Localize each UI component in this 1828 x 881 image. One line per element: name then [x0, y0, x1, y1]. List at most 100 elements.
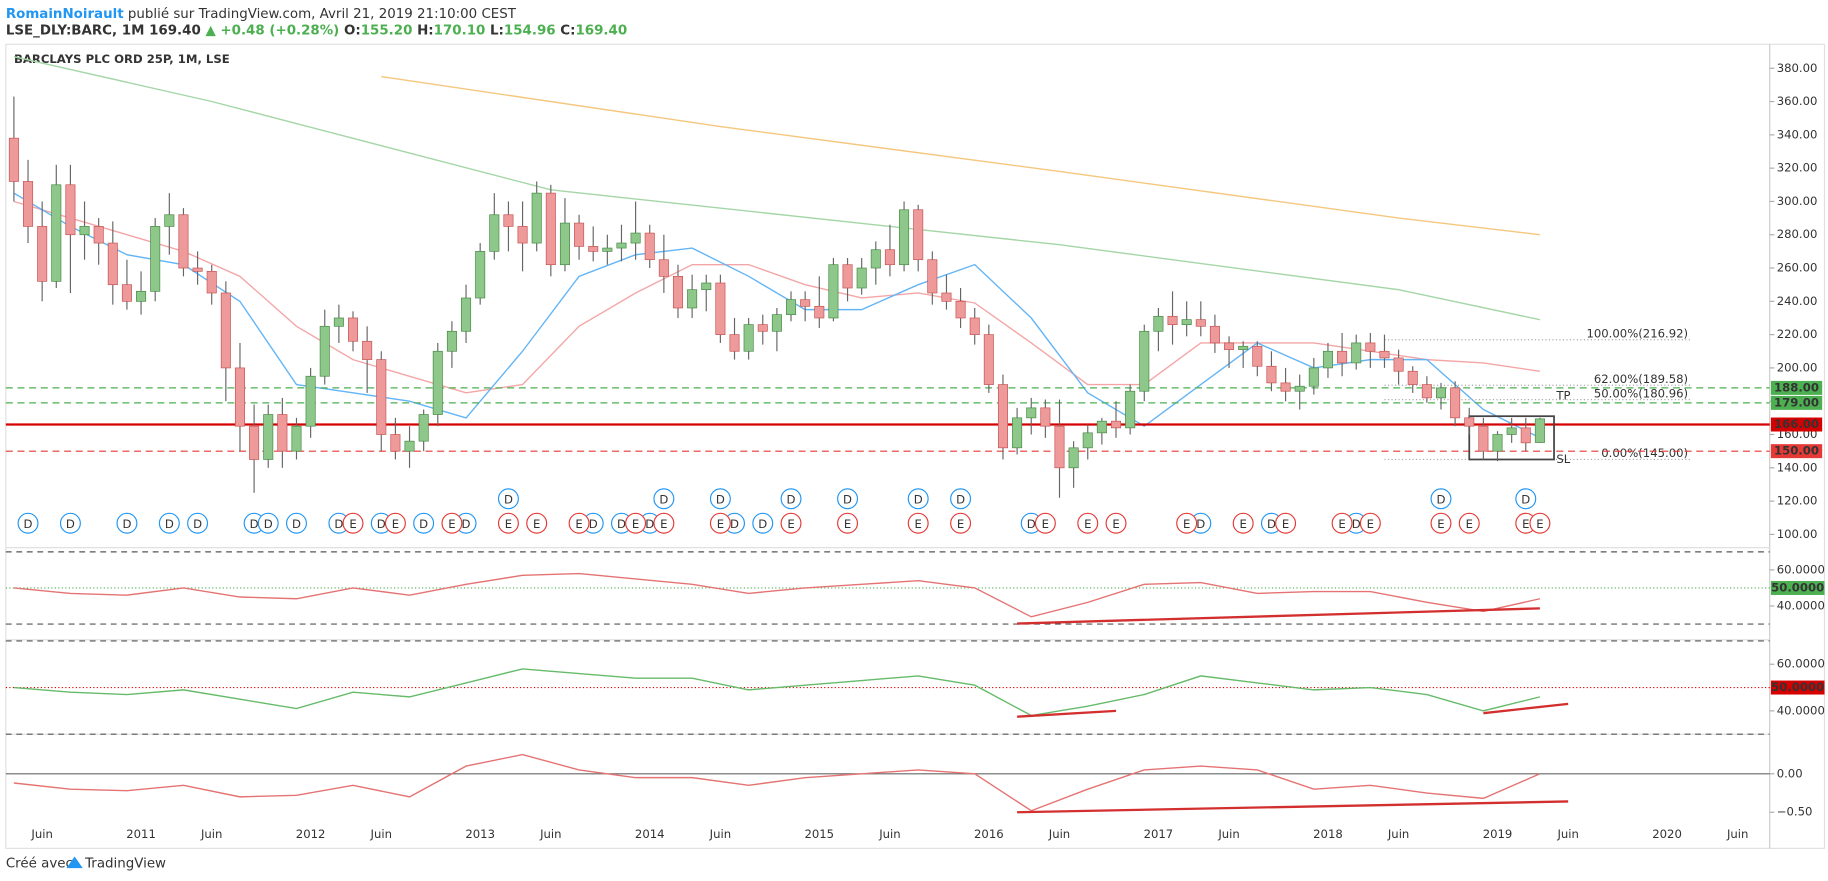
candle-body [503, 214, 514, 227]
candle-body [291, 425, 302, 452]
event-marker [1529, 512, 1551, 534]
footer-brand[interactable]: TradingView [84, 857, 166, 872]
candle-body [899, 209, 910, 266]
candle-body [786, 299, 797, 315]
candle-body [1308, 367, 1319, 387]
event-marker [1458, 512, 1480, 534]
footer-text: Créé avec [6, 856, 73, 872]
event-marker [59, 512, 81, 534]
event-marker [1034, 512, 1056, 534]
event-marker [285, 512, 307, 534]
event-label: D [843, 492, 852, 506]
candle-body [446, 330, 457, 352]
y-tick-label: 120.00 [1777, 494, 1818, 508]
candle-body [574, 222, 585, 247]
candle-body [79, 226, 90, 236]
candle-body [856, 267, 867, 289]
event-label: E [448, 517, 455, 531]
y-tick-label: 0.00 [1777, 766, 1803, 780]
event-marker [1430, 488, 1452, 510]
candle-body [602, 247, 613, 252]
author[interactable]: RomainNoirault [6, 7, 124, 22]
x-tick-label: 2013 [465, 827, 495, 841]
event-label: E [915, 517, 922, 531]
candle-body [1421, 384, 1432, 399]
candle-body [1082, 432, 1093, 449]
event-marker [1077, 512, 1099, 534]
event-label: D [193, 517, 202, 531]
x-tick-label: Juin [709, 827, 731, 841]
event-label: D [956, 492, 965, 506]
trendline [1017, 800, 1569, 814]
candle-body [687, 289, 698, 309]
event-label: E [349, 517, 356, 531]
x-tick-label: Juin [878, 827, 900, 841]
candle-body [51, 184, 62, 282]
candle-body [545, 192, 556, 266]
candle-body [941, 292, 952, 302]
event-label: D [1521, 492, 1530, 506]
level-label: 50.0000 [1771, 680, 1824, 694]
event-label: D [462, 517, 471, 531]
candle-body [121, 284, 132, 302]
candle-body [743, 324, 754, 352]
event-marker [1105, 512, 1127, 534]
o-label: O: [344, 23, 361, 38]
candle-body [969, 317, 980, 335]
candle-body [1252, 345, 1263, 367]
candle-body [390, 434, 401, 452]
fib-label: 62.00%(189.58) [1594, 372, 1688, 386]
event-label: E [717, 517, 724, 531]
event-marker [1515, 488, 1537, 510]
candle-body [404, 440, 415, 452]
candle-body [559, 222, 570, 266]
x-tick-label: Juin [1726, 827, 1748, 841]
candle-body [1026, 407, 1037, 419]
event-marker [907, 488, 929, 510]
candle-body [461, 297, 472, 332]
candle-body [771, 314, 782, 332]
candle-body [376, 359, 387, 435]
price-level-box [1770, 417, 1823, 432]
event-label: E [1536, 517, 1543, 531]
candle-body [927, 259, 938, 294]
event-marker [625, 512, 647, 534]
candle-body [489, 214, 500, 252]
y-tick-label: 380.00 [1777, 61, 1818, 75]
x-tick-label: 2019 [1483, 827, 1513, 841]
y-tick-label: 340.00 [1777, 127, 1818, 141]
candle-body [870, 249, 881, 269]
candle-body [672, 276, 684, 309]
candle-body [192, 267, 203, 272]
annotation-text: TP [1555, 389, 1570, 403]
candle-body [1379, 350, 1390, 359]
event-marker [413, 512, 435, 534]
candle-body [517, 226, 528, 244]
event-label: E [787, 517, 794, 531]
candle-body [1351, 342, 1362, 364]
candle-body [347, 317, 359, 342]
event-label: E [575, 517, 582, 531]
candle-body [178, 214, 189, 269]
event-marker [653, 512, 675, 534]
header-line: RomainNoirault publié sur TradingView.co… [6, 6, 517, 22]
level-box [1770, 680, 1825, 695]
candle-body [234, 367, 245, 427]
candle-body [1224, 342, 1235, 350]
candle-body [630, 232, 641, 244]
candle-body [1054, 425, 1065, 469]
trendline [1017, 709, 1117, 718]
event-label: D [1027, 517, 1036, 531]
candle-body [1365, 342, 1376, 352]
indicator-line [13, 668, 1541, 717]
candle-body [983, 334, 994, 385]
event-label: E [1042, 517, 1049, 531]
candle-body [319, 325, 330, 377]
candle-body [715, 282, 726, 335]
event-label: E [1282, 517, 1289, 531]
candle-body [1125, 390, 1136, 429]
event-label: E [1367, 517, 1374, 531]
candle-body [23, 181, 34, 227]
level-label: 50.0000 [1771, 580, 1824, 594]
candle-body [432, 350, 443, 415]
